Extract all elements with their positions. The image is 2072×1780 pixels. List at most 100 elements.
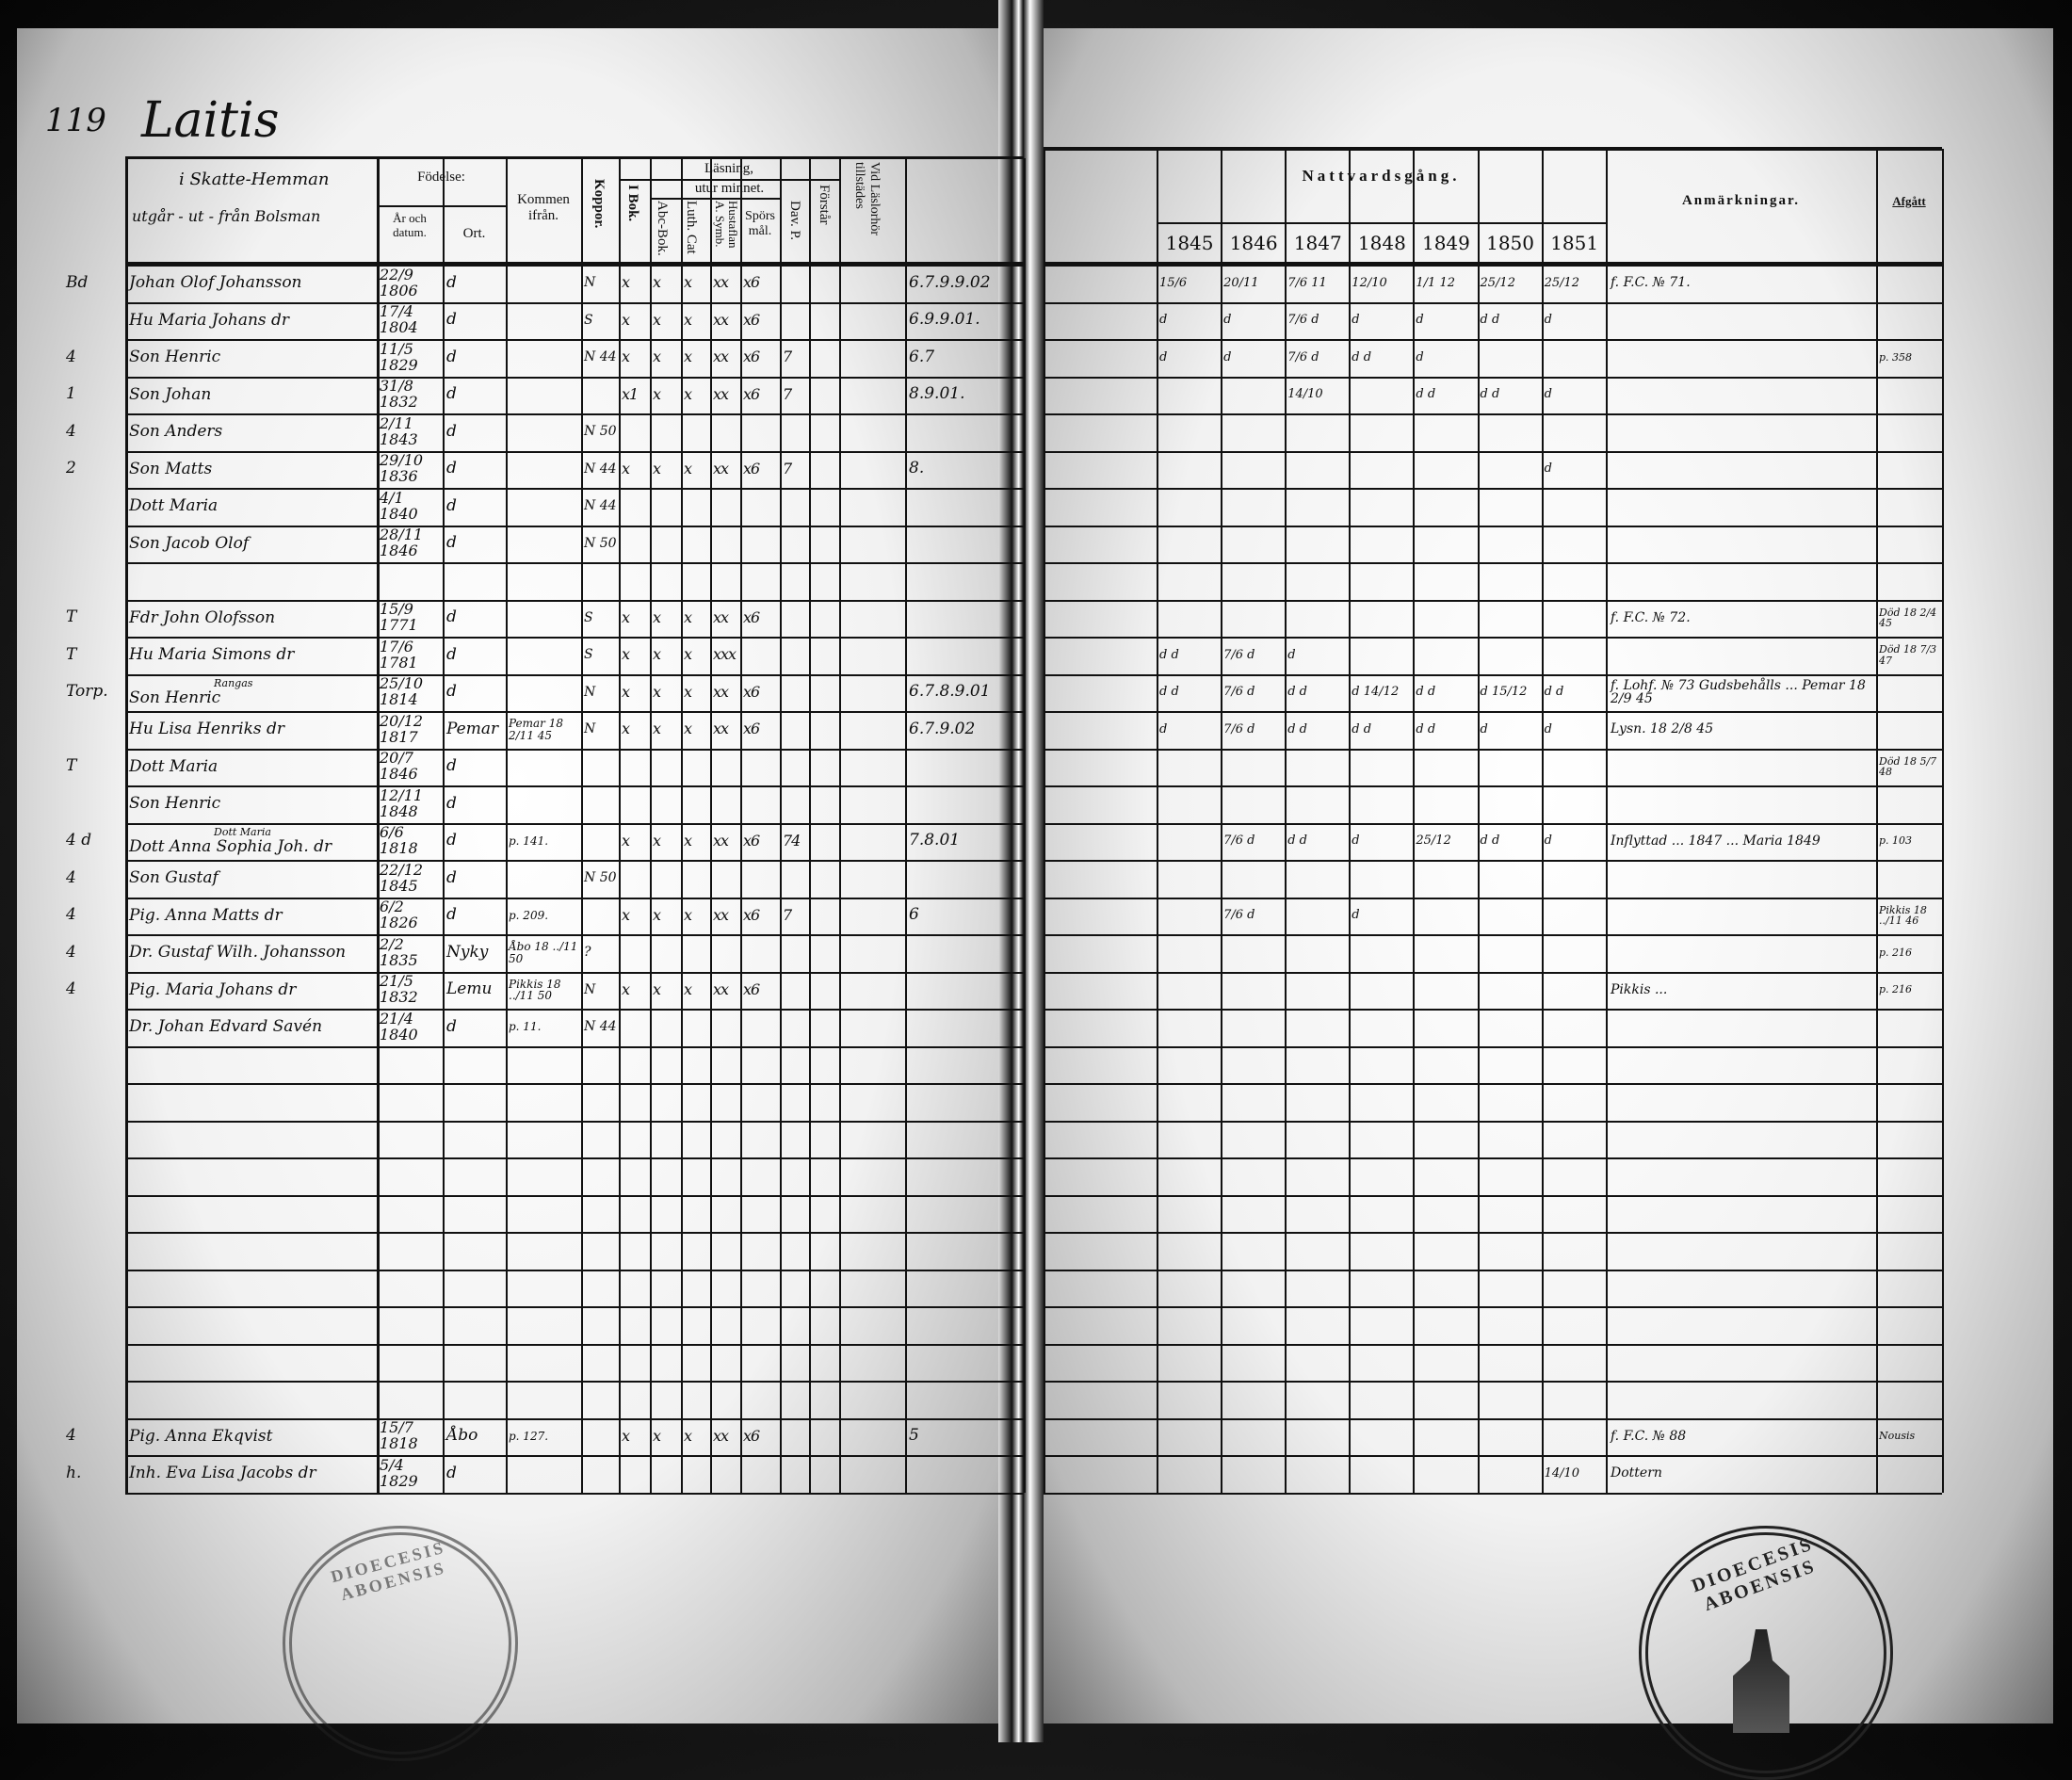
person-name: Johan Olof Johansson xyxy=(129,273,302,293)
reading-mark: xx xyxy=(713,459,729,477)
reading-mark xyxy=(713,564,739,598)
row-mark: 4 xyxy=(66,979,76,999)
birth-date: 29/10 1836 xyxy=(380,451,424,486)
came-from: Pikkis 18 ../11 50 xyxy=(509,977,561,1003)
birth-date xyxy=(380,1346,441,1380)
person-name-cell: Son Henric xyxy=(129,341,374,375)
smallpox-value: N xyxy=(584,721,596,737)
communion-entry xyxy=(1481,1234,1540,1268)
reading-mark xyxy=(783,1308,808,1342)
communion-entry xyxy=(1159,1383,1219,1416)
communion-entry xyxy=(1223,787,1283,821)
grid-line xyxy=(581,158,583,1493)
departed xyxy=(1879,1085,1941,1119)
communion-entry xyxy=(1545,1197,1604,1231)
person-name-cell: Dott Maria xyxy=(129,490,374,524)
reading-mark xyxy=(842,304,904,338)
communion-entry: 25/12 xyxy=(1544,275,1580,290)
communion-entry xyxy=(1545,1234,1604,1268)
reading-mark xyxy=(812,1197,838,1231)
communion-entry xyxy=(1416,602,1475,636)
smallpox-value: N 50 xyxy=(584,870,617,886)
reading-mark xyxy=(783,1457,808,1491)
row-line xyxy=(1044,1492,1942,1495)
communion-entry xyxy=(1545,1383,1604,1416)
communion-entry: d xyxy=(1416,349,1424,364)
smallpox-value xyxy=(584,379,618,413)
reading-mark xyxy=(684,936,709,970)
row-line xyxy=(125,1083,1024,1085)
departed xyxy=(1879,676,1941,710)
came-from xyxy=(509,1159,579,1193)
reading-mark: x xyxy=(622,348,630,366)
communion-entry: d xyxy=(1159,721,1168,736)
remark xyxy=(1611,1085,1872,1119)
reading-mark xyxy=(812,974,838,1008)
departed: Död 18 7/3 47 xyxy=(1879,643,1937,667)
birth-place: d xyxy=(446,793,457,813)
reading-mark xyxy=(783,1048,808,1082)
remark xyxy=(1611,936,1872,970)
reading-mark: x xyxy=(684,1426,692,1445)
grid-line xyxy=(1605,149,1608,1493)
row-line xyxy=(125,711,1024,713)
communion-entry: d xyxy=(1544,387,1552,402)
communion-entry xyxy=(1223,415,1283,449)
reading-mark xyxy=(713,862,739,896)
communion-entry xyxy=(1545,527,1604,561)
communion-entry xyxy=(1159,564,1219,598)
header-understands: Förstår xyxy=(817,185,832,225)
reading-mark xyxy=(622,527,649,561)
person-name: Dott Anna Sophia Joh. dr xyxy=(129,837,332,857)
reading-mark: x6 xyxy=(743,348,760,366)
reading-mark xyxy=(622,1234,649,1268)
row-line xyxy=(1044,413,1942,415)
person-name-cell: Son Henric xyxy=(129,787,374,821)
reading-mark xyxy=(783,751,808,785)
reading-mark xyxy=(812,899,838,933)
person-name-cell: Hu Maria Simons dr xyxy=(129,639,374,672)
header-departed: Afgått xyxy=(1892,194,1926,208)
departed: p. 216 xyxy=(1879,983,1913,996)
communion-entry xyxy=(1223,379,1283,413)
birth-place xyxy=(446,1346,504,1380)
communion-entry xyxy=(1545,751,1604,785)
communion-entry xyxy=(1223,602,1283,636)
row-line xyxy=(125,413,1024,415)
departed xyxy=(1879,379,1941,413)
reading-mark xyxy=(783,787,808,821)
reading-mark xyxy=(842,676,904,710)
reading-mark xyxy=(684,1197,709,1231)
reading-mark: xx xyxy=(713,607,729,626)
reading-mark xyxy=(713,1197,739,1231)
reading-mark xyxy=(684,1457,709,1491)
birth-date: 5/4 1829 xyxy=(380,1455,418,1490)
communion-entry xyxy=(1159,936,1219,970)
header-communion: Nattvardsgång. xyxy=(1302,167,1461,185)
smallpox-value: ? xyxy=(584,945,591,961)
remark xyxy=(1611,415,1872,449)
grid-line xyxy=(1942,149,1944,1493)
reading-mark xyxy=(743,564,779,598)
reading-mark xyxy=(743,1346,779,1380)
header-year-1849: 1849 xyxy=(1421,232,1470,254)
reading-mark xyxy=(842,713,904,747)
communion-entry xyxy=(1545,341,1604,375)
remark: f. F.C. № 72. xyxy=(1611,609,1691,625)
reading-mark: x xyxy=(653,645,661,664)
row-line xyxy=(1044,562,1942,564)
reading-mark: x xyxy=(653,273,661,292)
birth-place: d xyxy=(446,1016,457,1036)
birth-date: 6/6 1818 xyxy=(380,823,418,858)
birth-place: d xyxy=(446,1463,457,1482)
smallpox-value xyxy=(584,1085,618,1119)
communion-entry xyxy=(1159,1457,1219,1491)
remark: f. F.C. № 71. xyxy=(1611,275,1691,291)
communion-entry xyxy=(1287,1308,1347,1342)
departed xyxy=(1879,304,1941,338)
came-from: p. 11. xyxy=(509,1020,542,1034)
communion-entry xyxy=(1159,751,1219,785)
smallpox-value xyxy=(584,564,618,598)
reading-mark xyxy=(743,1011,779,1044)
row-mark: 4 xyxy=(66,421,76,441)
